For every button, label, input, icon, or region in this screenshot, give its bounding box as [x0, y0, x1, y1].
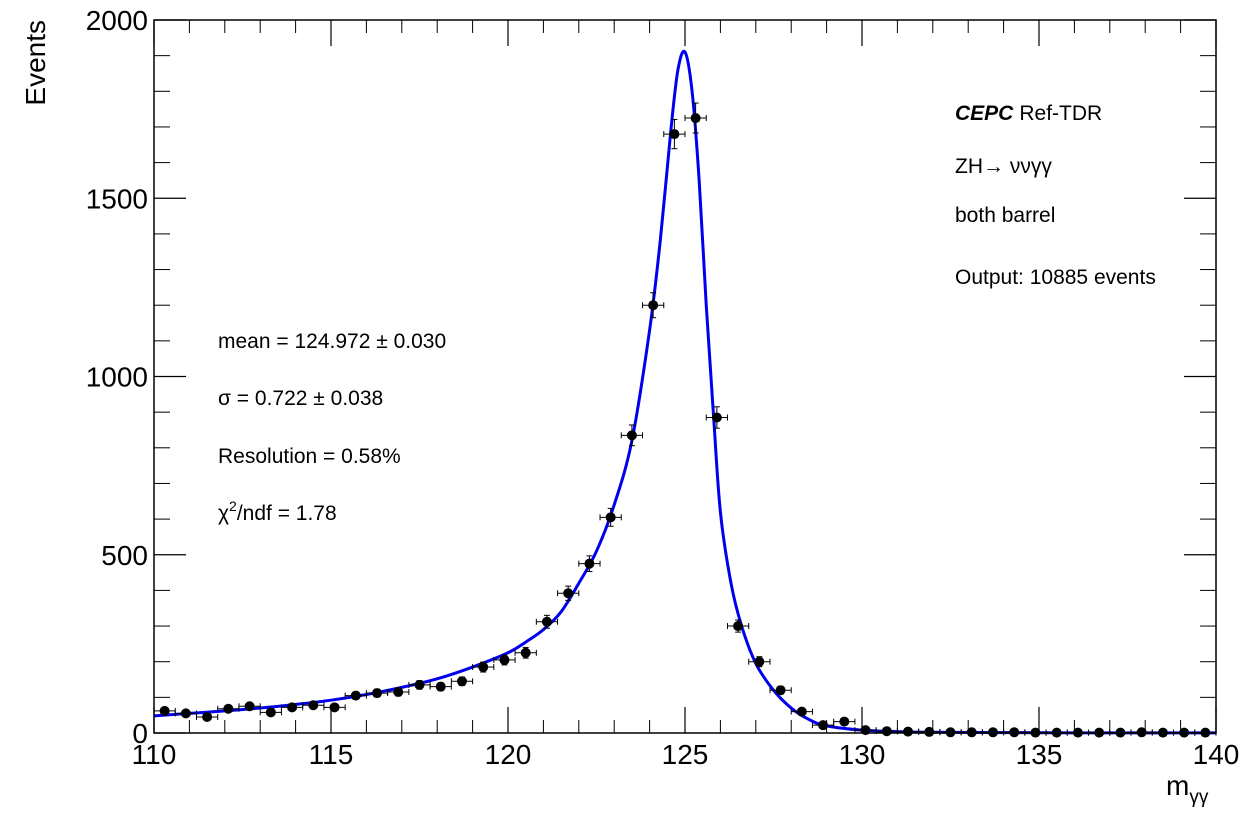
data-point — [557, 585, 580, 601]
data-point — [472, 661, 495, 673]
data-marker — [456, 676, 467, 687]
data-marker — [605, 512, 616, 523]
data-point — [748, 656, 771, 668]
data-point — [174, 708, 197, 719]
axis-ticks: 110 115 120 125 130 135 140 0 500 1000 1500 2000 — [86, 5, 1240, 770]
data-point — [642, 292, 665, 319]
resolution-label: Resolution = 0.58% — [218, 445, 401, 468]
data-point — [769, 685, 792, 696]
y-tick-label: 1000 — [86, 362, 148, 393]
data-point — [599, 507, 622, 527]
data-marker — [669, 129, 680, 140]
data-marker — [563, 588, 574, 599]
data-marker — [903, 726, 914, 737]
x-axis-title: mγγ — [1166, 770, 1209, 808]
y-tick-label: 1500 — [86, 183, 148, 214]
data-point — [918, 726, 941, 737]
data-marker — [244, 701, 255, 712]
data-point — [450, 676, 474, 687]
y-tick-label: 500 — [101, 540, 148, 571]
region-label: both barrel — [955, 204, 1055, 227]
plot-frame — [153, 19, 1217, 734]
y-axis-title: Events — [20, 20, 51, 106]
x-tick-label: 140 — [1193, 739, 1240, 770]
data-marker — [754, 656, 765, 667]
data-point — [833, 716, 856, 727]
x-tick-label: 135 — [1016, 739, 1063, 770]
data-point — [705, 406, 728, 429]
data-point — [535, 614, 559, 629]
data-point — [259, 707, 282, 718]
data-marker — [414, 679, 425, 690]
data-marker — [159, 705, 170, 716]
x-tick-label: 120 — [485, 739, 532, 770]
data-marker — [350, 690, 361, 701]
data-point — [514, 646, 537, 659]
data-point — [620, 424, 644, 447]
data-marker — [180, 708, 191, 719]
x-tick-label: 115 — [309, 739, 354, 770]
data-point — [578, 555, 601, 573]
mean-label: mean = 124.972 ± 0.030 — [218, 330, 446, 353]
x-tick-label: 130 — [839, 739, 886, 770]
data-point — [811, 720, 835, 731]
data-marker — [924, 726, 935, 737]
data-marker — [308, 700, 319, 711]
data-marker — [690, 113, 701, 124]
data-point — [323, 702, 346, 713]
data-point — [493, 654, 516, 666]
data-marker — [733, 621, 744, 632]
data-marker — [435, 681, 446, 692]
x-tick-label: 110 — [132, 739, 177, 770]
data-point — [195, 711, 219, 722]
data-point — [302, 700, 325, 711]
data-marker — [881, 726, 892, 737]
data-marker — [711, 412, 722, 423]
data-marker — [287, 702, 298, 713]
data-marker — [796, 706, 807, 717]
data-marker — [626, 430, 637, 441]
data-point — [790, 706, 813, 717]
data-marker — [499, 654, 510, 665]
experiment-label: CEPC Ref-TDR — [955, 102, 1102, 125]
data-marker — [393, 687, 404, 698]
data-marker — [329, 702, 340, 713]
data-marker — [584, 558, 595, 569]
data-marker — [839, 716, 850, 727]
data-point — [684, 102, 707, 134]
data-marker — [775, 685, 786, 696]
data-marker — [541, 616, 552, 627]
sigma-label: σ = 0.722 ± 0.038 — [218, 387, 383, 410]
data-marker — [265, 707, 276, 718]
data-marker — [202, 711, 213, 722]
data-marker — [223, 703, 234, 714]
x-tick-label: 125 — [662, 739, 709, 770]
data-points-layer — [153, 102, 1217, 738]
data-point — [429, 681, 452, 692]
data-point — [408, 679, 431, 690]
data-marker — [648, 300, 659, 311]
data-point — [663, 118, 686, 150]
data-point — [896, 726, 920, 737]
process-label: ZH→ ννγγ — [955, 155, 1052, 178]
data-point — [238, 701, 261, 712]
data-point — [344, 690, 367, 701]
data-point — [875, 726, 898, 737]
data-marker — [520, 647, 531, 658]
chi2-label: χ2/ndf = 1.78 — [218, 498, 337, 525]
output-label: Output: 10885 events — [955, 266, 1156, 289]
data-point — [387, 687, 410, 698]
y-tick-label: 2000 — [86, 5, 148, 36]
data-marker — [818, 720, 829, 731]
x-axis-subscript: γγ — [1189, 787, 1209, 808]
data-marker — [478, 662, 489, 673]
data-marker — [372, 688, 383, 699]
data-point — [726, 619, 750, 633]
y-tick-label: 0 — [132, 718, 148, 749]
